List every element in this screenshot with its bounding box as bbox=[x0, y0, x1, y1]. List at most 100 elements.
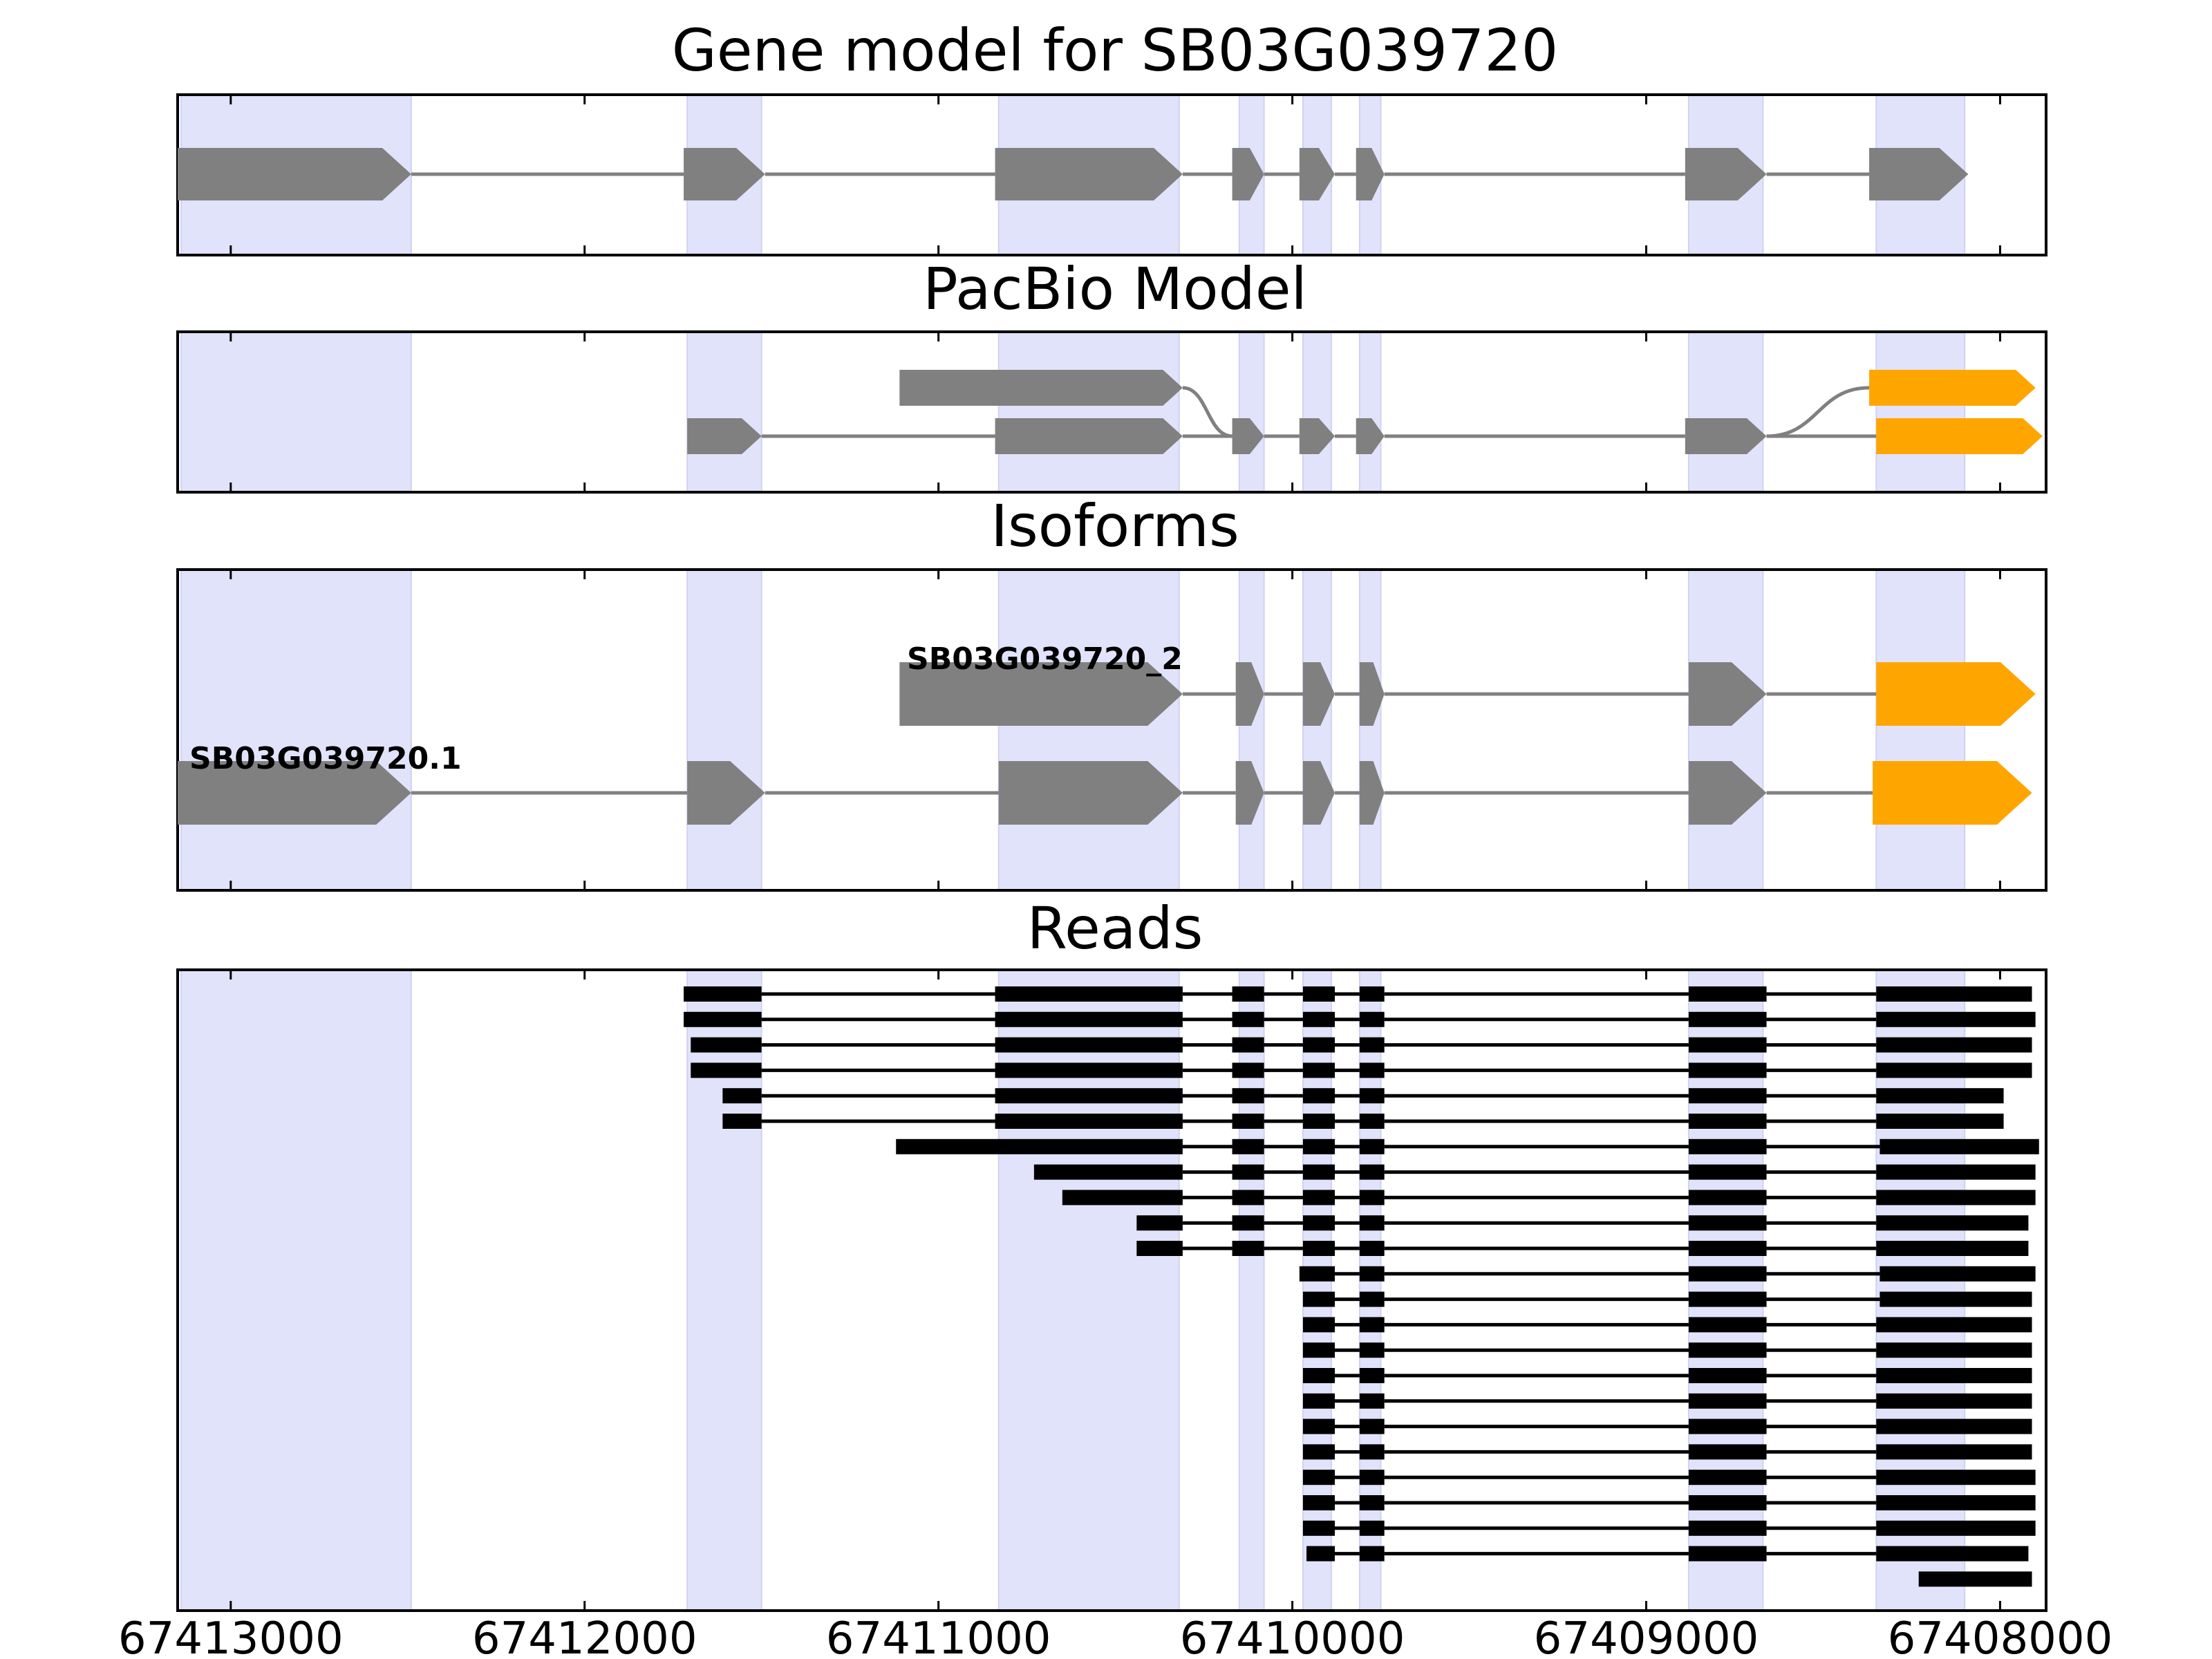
read-segment bbox=[1880, 1138, 2039, 1154]
exon-highlight-band bbox=[1687, 569, 1764, 891]
read-segment bbox=[1359, 1088, 1385, 1104]
read-segment bbox=[1359, 1546, 1385, 1562]
exon-block bbox=[1235, 761, 1264, 825]
exon-highlight-band bbox=[180, 331, 412, 493]
x-tick-label: 67408000 bbox=[1888, 1613, 2113, 1659]
read-segment bbox=[1876, 986, 2032, 1002]
read-segment bbox=[1302, 1291, 1335, 1307]
read-segment bbox=[1302, 1114, 1335, 1129]
exon-block bbox=[1356, 418, 1385, 454]
read-segment bbox=[1302, 1418, 1335, 1434]
read-segment bbox=[995, 1114, 1183, 1129]
read-segment bbox=[1302, 1368, 1335, 1383]
read-segment bbox=[1359, 1215, 1385, 1231]
read-segment bbox=[1876, 1317, 2032, 1333]
exon-highlight-band bbox=[1302, 331, 1332, 493]
read-segment bbox=[1876, 1215, 2029, 1231]
read-segment bbox=[995, 986, 1183, 1002]
read-segment bbox=[1688, 1470, 1767, 1485]
x-tick-label: 67409000 bbox=[1534, 1613, 1759, 1659]
read-segment bbox=[1688, 1444, 1767, 1460]
read-segment bbox=[1359, 1520, 1385, 1536]
exon-block bbox=[1302, 761, 1335, 825]
read-segment bbox=[1232, 1164, 1264, 1180]
read-segment bbox=[1232, 1114, 1264, 1129]
isoforms-title: Isoforms bbox=[991, 492, 1239, 560]
read-segment bbox=[1302, 986, 1335, 1002]
read-segment bbox=[1688, 1190, 1767, 1206]
read-segment bbox=[1232, 1190, 1264, 1206]
exon-block bbox=[1869, 370, 2036, 406]
read-segment bbox=[995, 1088, 1183, 1104]
read-segment bbox=[1688, 986, 1767, 1002]
exon-block bbox=[1299, 148, 1335, 200]
read-segment bbox=[1359, 1114, 1385, 1129]
read-segment bbox=[1688, 1393, 1767, 1409]
read-segment bbox=[1876, 1342, 2032, 1358]
read-segment bbox=[722, 1088, 762, 1104]
read-segment bbox=[1876, 1114, 2004, 1129]
read-segment bbox=[995, 1062, 1183, 1078]
read-segment bbox=[1688, 1011, 1767, 1027]
read-segment bbox=[1232, 1062, 1264, 1078]
read-segment bbox=[1232, 986, 1264, 1002]
reads-panel bbox=[176, 968, 2047, 1612]
isoform-label-1: SB03G039720.1 bbox=[189, 741, 462, 776]
read-segment bbox=[1688, 1291, 1767, 1307]
read-segment bbox=[1232, 1088, 1264, 1104]
exon-highlight-band bbox=[180, 969, 412, 1611]
read-segment bbox=[1876, 1011, 2036, 1027]
exon-highlight-band bbox=[1302, 569, 1332, 891]
read-segment bbox=[691, 1037, 762, 1053]
exon-highlight-band bbox=[686, 569, 762, 891]
read-segment bbox=[1302, 1317, 1335, 1333]
exon-block bbox=[684, 148, 765, 200]
exon-highlight-band bbox=[1238, 569, 1265, 891]
read-segment bbox=[995, 1011, 1183, 1027]
read-segment bbox=[722, 1114, 762, 1129]
exon-block bbox=[1302, 662, 1335, 726]
read-segment bbox=[1302, 1215, 1335, 1231]
x-tick-label: 67410000 bbox=[1180, 1613, 1405, 1659]
read-segment bbox=[1359, 1317, 1385, 1333]
read-segment bbox=[1359, 1190, 1385, 1206]
exon-block bbox=[1299, 418, 1335, 454]
exon-block bbox=[687, 418, 762, 454]
read-segment bbox=[995, 1037, 1183, 1053]
read-segment bbox=[1876, 1444, 2032, 1460]
read-segment bbox=[1876, 1368, 2032, 1383]
read-segment bbox=[1302, 1164, 1335, 1180]
read-segment bbox=[1232, 1241, 1264, 1256]
read-segment bbox=[1359, 1011, 1385, 1027]
exon-highlight-band bbox=[1238, 331, 1265, 493]
read-segment bbox=[691, 1062, 762, 1078]
read-segment bbox=[1302, 1495, 1335, 1510]
read-segment bbox=[1359, 1444, 1385, 1460]
read-segment bbox=[1033, 1164, 1183, 1180]
read-segment bbox=[1880, 1291, 2032, 1307]
exon-highlight-band bbox=[686, 331, 762, 493]
read-segment bbox=[1688, 1088, 1767, 1104]
read-segment bbox=[1876, 1164, 2036, 1180]
read-segment bbox=[1876, 1418, 2032, 1434]
exon-block bbox=[1359, 662, 1385, 726]
read-segment bbox=[896, 1138, 1183, 1154]
read-segment bbox=[1359, 1037, 1385, 1053]
read-segment bbox=[684, 986, 762, 1002]
x-tick-label: 67412000 bbox=[472, 1613, 697, 1659]
read-segment bbox=[1136, 1241, 1183, 1256]
read-segment bbox=[1688, 1317, 1767, 1333]
exon-block bbox=[1232, 148, 1264, 200]
read-segment bbox=[1359, 1470, 1385, 1485]
read-segment bbox=[1302, 1241, 1335, 1256]
read-segment bbox=[1359, 1418, 1385, 1434]
read-segment bbox=[1359, 1495, 1385, 1510]
axes-frame bbox=[176, 968, 2047, 1612]
isoform-label-2: SB03G039720_2 bbox=[907, 641, 1183, 677]
exon-highlight-band bbox=[997, 569, 1180, 891]
read-segment bbox=[1688, 1368, 1767, 1383]
exon-block bbox=[1359, 761, 1385, 825]
exon-highlight-band bbox=[997, 331, 1180, 493]
read-segment bbox=[1302, 1520, 1335, 1536]
read-segment bbox=[1876, 1546, 2029, 1562]
